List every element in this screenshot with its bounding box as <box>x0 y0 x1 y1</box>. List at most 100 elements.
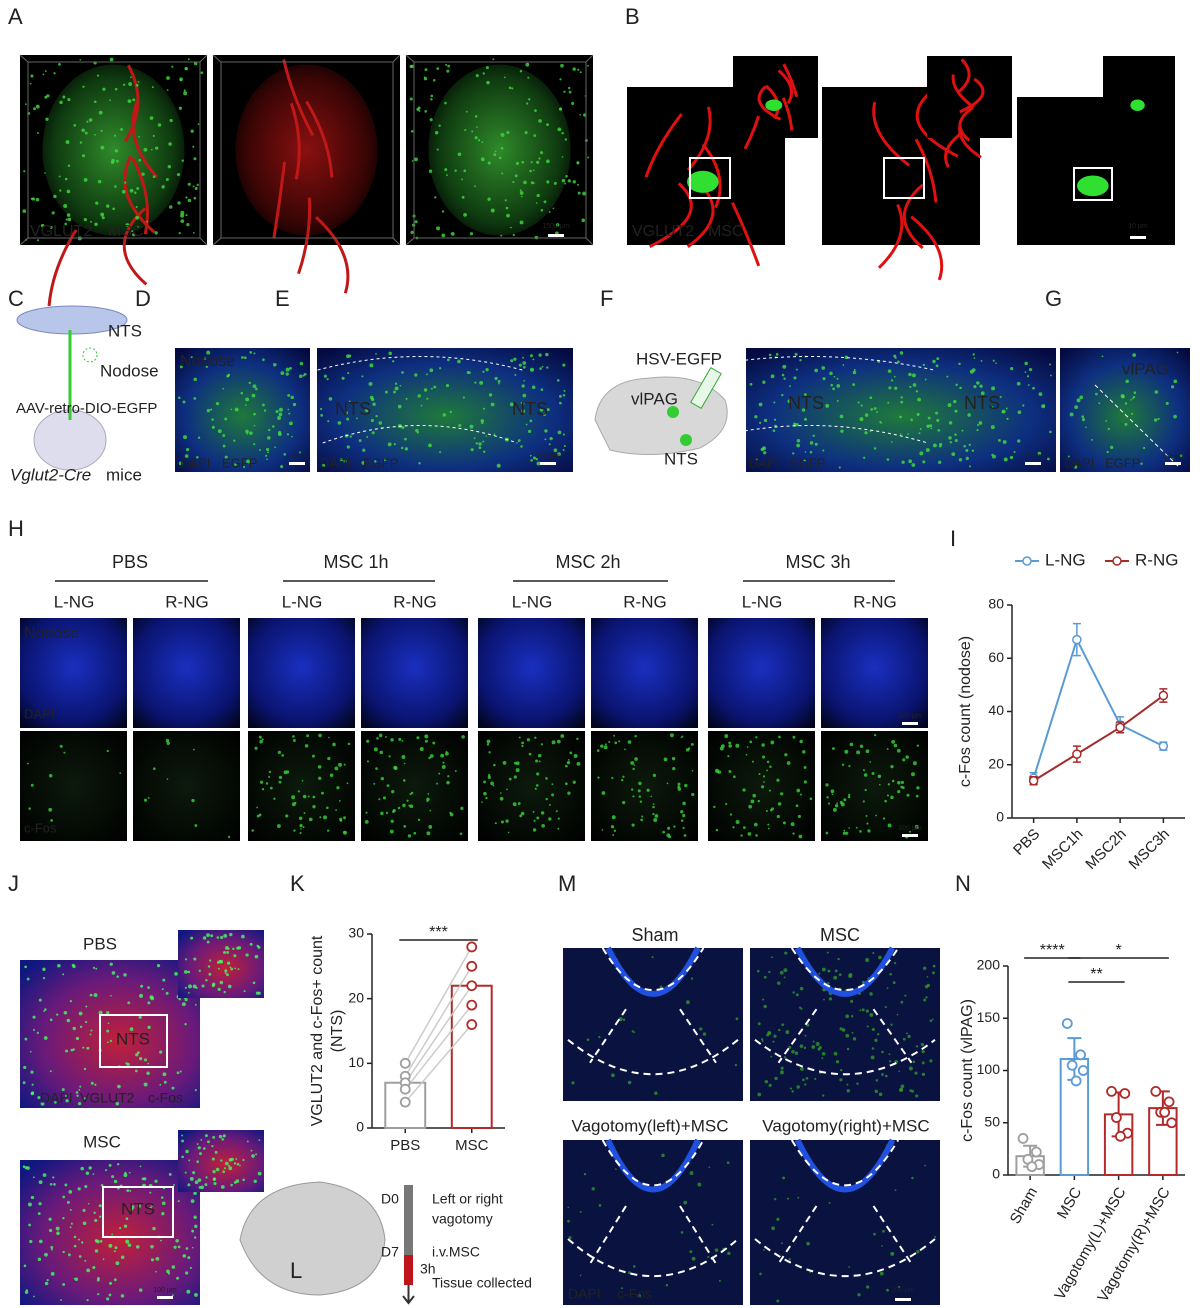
signal <box>836 802 839 805</box>
signal <box>38 1202 42 1206</box>
signal <box>545 777 548 780</box>
signal <box>1017 410 1022 415</box>
label: MSC 2h <box>555 552 620 572</box>
signal <box>902 758 906 762</box>
signal <box>788 1258 791 1261</box>
signal <box>677 787 682 791</box>
label: R-NG <box>165 592 208 611</box>
signal <box>846 1088 851 1093</box>
signal <box>529 367 534 372</box>
signal <box>160 1239 162 1242</box>
signal <box>633 1031 636 1034</box>
signal <box>394 766 398 771</box>
signal <box>197 123 200 126</box>
signal <box>343 459 347 463</box>
label: c-Fos <box>148 1090 183 1106</box>
signal <box>185 196 188 199</box>
signal <box>538 353 542 357</box>
signal <box>258 1139 261 1142</box>
signal <box>482 407 486 410</box>
signal <box>850 999 854 1003</box>
signal <box>223 1167 227 1170</box>
signal <box>859 1009 862 1012</box>
signal <box>728 741 732 745</box>
signal <box>873 407 877 410</box>
data-point <box>1017 1133 1029 1144</box>
signal <box>884 1074 888 1078</box>
region-outline <box>567 1238 739 1277</box>
signal <box>327 829 330 832</box>
label: EGFP <box>1105 455 1140 470</box>
micrograph <box>478 618 585 728</box>
scale-bar <box>289 462 305 465</box>
signal <box>245 953 249 957</box>
signal <box>361 460 366 465</box>
signal <box>126 1189 130 1193</box>
signal <box>386 784 390 788</box>
signal <box>483 450 486 453</box>
signal <box>1049 430 1052 434</box>
signal <box>762 1249 765 1251</box>
signal <box>515 761 520 766</box>
signal <box>598 1035 601 1039</box>
signal <box>485 435 488 437</box>
signal <box>216 961 220 964</box>
signal <box>571 1081 575 1085</box>
signal <box>177 396 181 400</box>
signal <box>787 399 792 404</box>
signal <box>86 1298 89 1302</box>
region-outline <box>679 1008 717 1064</box>
signal <box>979 384 983 388</box>
signal <box>205 1176 208 1179</box>
signal <box>130 1208 133 1211</box>
signal <box>161 185 165 189</box>
signal <box>887 401 890 404</box>
signal <box>1049 363 1052 366</box>
data-point <box>399 1057 411 1069</box>
signal <box>304 744 309 748</box>
signal <box>961 429 964 432</box>
signal <box>190 129 194 133</box>
signal <box>786 761 791 765</box>
signal <box>754 415 758 419</box>
signal <box>255 1153 258 1156</box>
signal <box>171 1294 174 1297</box>
signal <box>175 1239 179 1243</box>
signal <box>522 356 525 359</box>
signal <box>788 1045 792 1049</box>
signal <box>364 408 369 413</box>
panel-letter: D <box>135 286 151 311</box>
signal <box>312 795 316 799</box>
signal <box>775 353 779 356</box>
signal <box>53 194 57 199</box>
signal <box>1010 366 1014 371</box>
signal <box>78 1255 82 1258</box>
signal <box>450 231 455 236</box>
signal <box>81 1242 84 1244</box>
signal <box>234 463 237 466</box>
signal <box>102 87 106 91</box>
data-point <box>1159 1106 1171 1118</box>
signal <box>769 808 773 812</box>
signal <box>926 424 930 428</box>
signal <box>181 1139 185 1143</box>
signal <box>32 1028 35 1031</box>
signal <box>935 364 939 368</box>
signal <box>528 752 532 756</box>
signal <box>141 172 145 176</box>
signal <box>849 742 854 747</box>
signal <box>261 403 265 407</box>
signal <box>792 422 797 426</box>
signal <box>256 806 258 809</box>
signal <box>92 966 96 969</box>
fiber <box>902 183 924 250</box>
signal <box>799 739 803 744</box>
signal <box>529 169 532 173</box>
signal <box>58 175 61 178</box>
signal <box>95 967 98 970</box>
signal <box>308 817 313 822</box>
signal <box>116 975 119 978</box>
signal <box>614 741 618 745</box>
cell <box>765 99 783 111</box>
signal <box>201 984 205 988</box>
